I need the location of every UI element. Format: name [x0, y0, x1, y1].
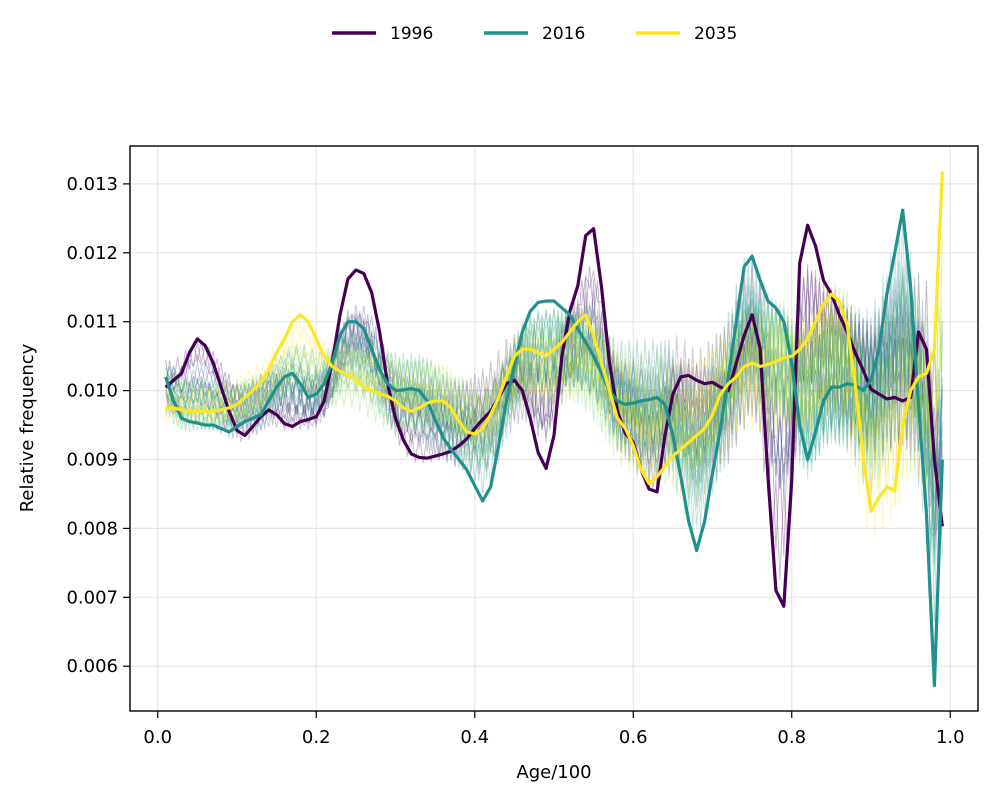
background-series-line — [165, 301, 943, 530]
background-series-line — [165, 303, 943, 573]
y-tick-label: 0.011 — [66, 312, 118, 333]
background-series-line — [165, 263, 943, 623]
background-series-line — [165, 273, 943, 565]
series-line-2016 — [164, 208, 944, 688]
x-tick-label: 0.6 — [619, 727, 648, 748]
background-series-group — [165, 216, 943, 623]
background-series-line — [165, 303, 943, 512]
x-tick-label: 0.0 — [143, 727, 172, 748]
background-series-line — [165, 239, 943, 478]
y-tick-label: 0.013 — [66, 174, 118, 195]
plot-frame — [129, 145, 979, 712]
background-series-line — [165, 291, 943, 480]
background-series-line — [165, 261, 943, 536]
background-series-line — [165, 241, 943, 539]
x-tick-label: 0.2 — [302, 727, 331, 748]
background-series-line — [165, 291, 943, 507]
y-axis: 0.006 0.007 0.008 0.009 0.010 0.011 0.012 0.013 — [66, 174, 130, 677]
x-tick-label: 0.8 — [777, 727, 806, 748]
y-tick-label: 0.009 — [66, 450, 118, 471]
x-axis: 0.0 0.2 0.4 0.6 0.8 1.0 — [143, 711, 965, 748]
background-series-line — [165, 277, 943, 530]
legend-label-2035: 2035 — [694, 24, 737, 44]
series-group — [164, 171, 944, 688]
background-series-line — [165, 277, 943, 527]
background-series-line — [165, 312, 943, 468]
legend: 1996 2016 2035 — [332, 24, 737, 44]
series-line-2035 — [165, 171, 944, 513]
y-tick-label: 0.010 — [66, 381, 118, 402]
x-tick-label: 1.0 — [936, 727, 965, 748]
y-axis-label: Relative frequency — [17, 343, 38, 512]
background-series-line — [165, 278, 943, 492]
y-tick-label: 0.008 — [66, 518, 118, 539]
background-series-line — [165, 285, 943, 564]
background-series-line — [165, 269, 943, 581]
series-line-1996 — [164, 223, 944, 608]
y-tick-label: 0.012 — [66, 243, 118, 264]
y-tick-label: 0.007 — [66, 587, 118, 608]
background-series-line — [165, 264, 943, 535]
background-series-line — [165, 230, 943, 559]
legend-label-2016: 2016 — [542, 24, 585, 44]
background-series-line — [165, 265, 943, 502]
background-series-line — [165, 268, 943, 500]
legend-label-1996: 1996 — [390, 24, 433, 44]
background-series-line — [165, 266, 943, 556]
x-axis-label: Age/100 — [516, 762, 591, 783]
y-tick-label: 0.006 — [66, 656, 118, 677]
x-tick-label: 0.4 — [460, 727, 489, 748]
